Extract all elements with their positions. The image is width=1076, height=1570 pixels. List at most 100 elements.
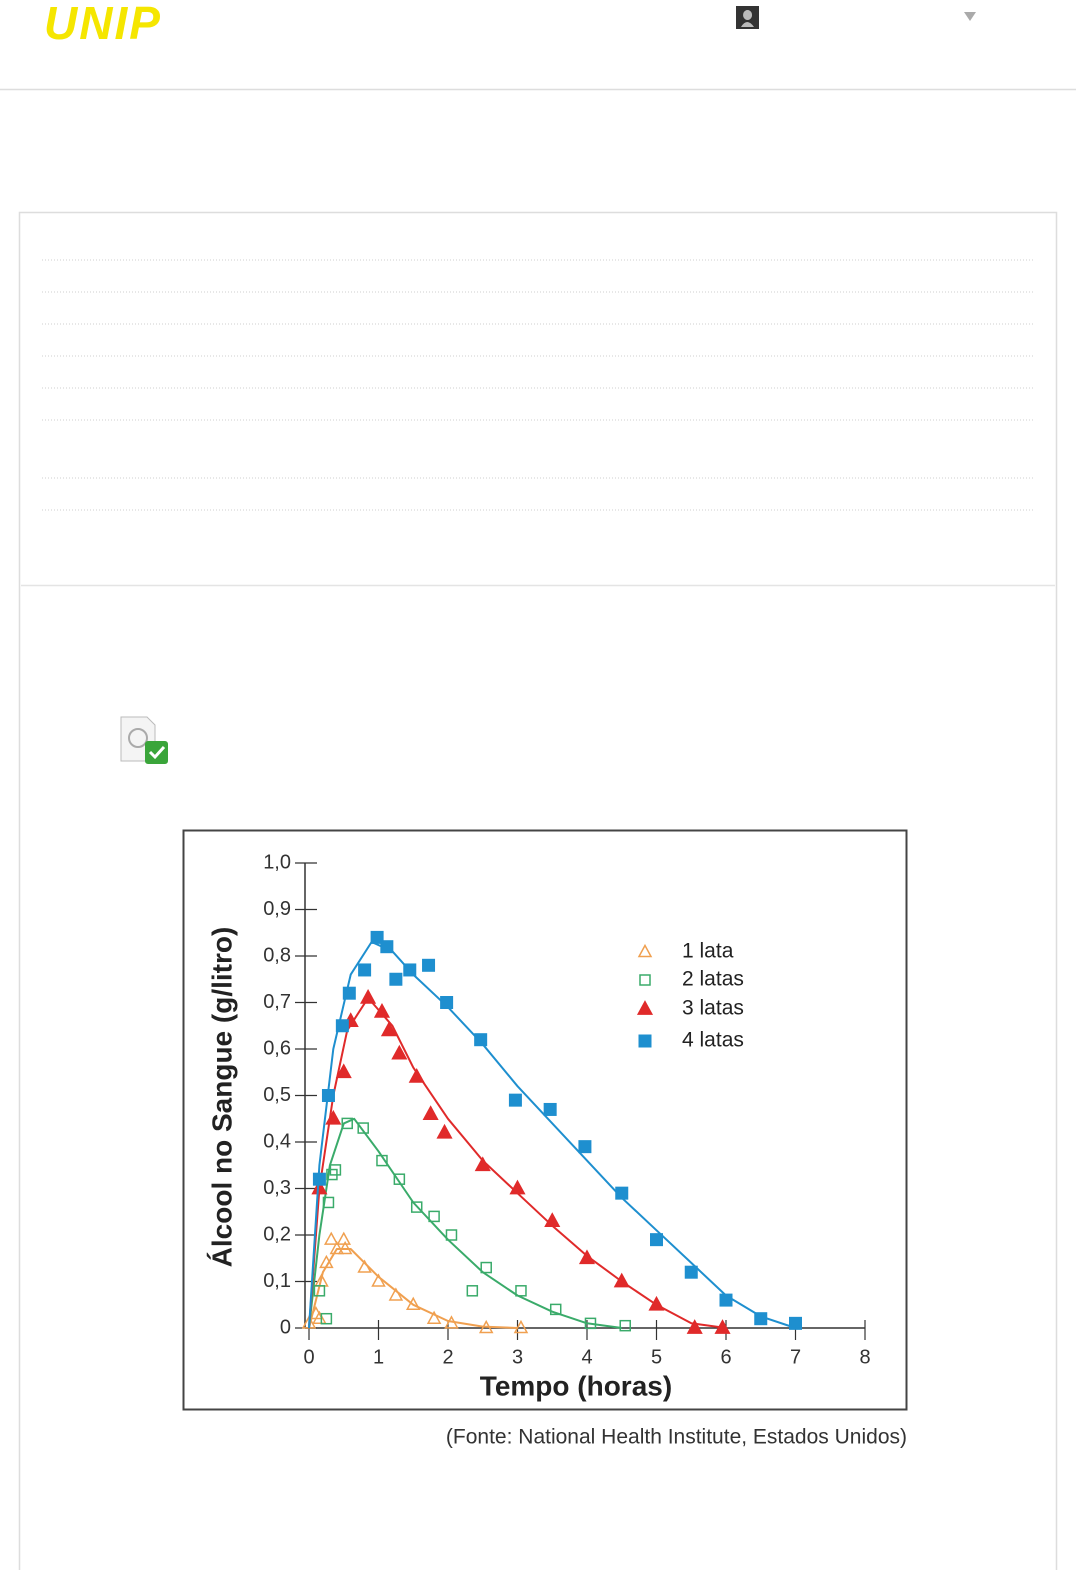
data-point: [578, 1249, 596, 1265]
data-point: [474, 1033, 488, 1047]
data-point: [440, 996, 454, 1009]
data-point: [615, 1186, 629, 1200]
data-point: [650, 1233, 663, 1247]
y-tick-label: 0,8: [263, 944, 291, 966]
data-point: [341, 1117, 353, 1130]
data-point: [320, 1312, 333, 1325]
data-point: [312, 1310, 327, 1324]
data-point: [714, 1319, 731, 1334]
text-placeholder-lines: [42, 259, 1033, 511]
answer-icon: [120, 716, 168, 764]
avatar-icon: [741, 10, 754, 27]
data-point: [578, 1140, 592, 1154]
data-point: [444, 1315, 459, 1329]
data-point: [329, 1164, 342, 1176]
data-point: [422, 958, 436, 972]
data-point: [319, 1254, 334, 1269]
data-point: [478, 1319, 494, 1334]
data-point: [648, 1295, 665, 1311]
data-point: [719, 1293, 733, 1307]
data-point: [357, 1122, 369, 1134]
x-tick-label: 7: [790, 1346, 801, 1368]
data-point: [584, 1317, 597, 1330]
legend-label: 1 lata: [682, 940, 734, 963]
data-point: [380, 1021, 397, 1037]
data-point: [410, 1201, 423, 1213]
data-point: [445, 1229, 458, 1241]
dropdown-arrow[interactable]: [964, 12, 976, 21]
data-point: [422, 1105, 439, 1120]
data-point: [684, 1265, 698, 1279]
y-axis-title: Álcool no Sangue (g/litro): [206, 927, 237, 1268]
x-tick-label: 1: [373, 1346, 384, 1368]
logo[interactable]: UNIP: [44, 0, 162, 49]
x-tick-label: 5: [651, 1346, 662, 1368]
data-point: [428, 1210, 440, 1223]
legend-label: 2 latas: [682, 968, 744, 991]
legend-label: 4 latas: [682, 1029, 744, 1052]
x-axis-title: Tempo (horas): [480, 1370, 672, 1401]
data-point: [403, 963, 417, 977]
y-tick-label: 0,2: [263, 1223, 291, 1245]
data-point: [358, 963, 372, 977]
data-point: [342, 986, 356, 1000]
chart-frame: [182, 829, 908, 1411]
legend-marker: [637, 943, 653, 958]
data-point: [619, 1319, 631, 1332]
fit-curve: [308, 996, 727, 1329]
data-point: [509, 1179, 526, 1195]
x-tick-label: 0: [303, 1346, 314, 1368]
data-point: [329, 1240, 345, 1255]
y-tick-label: 0,7: [263, 991, 291, 1013]
chart-source: (Fonte: National Health Institute, Estad…: [446, 1426, 907, 1449]
data-point: [357, 1259, 372, 1273]
data-point: [613, 1272, 630, 1288]
y-tick-label: 0,4: [263, 1130, 291, 1152]
data-point: [426, 1310, 442, 1324]
x-tick-label: 4: [581, 1346, 592, 1368]
data-point: [466, 1285, 479, 1297]
data-point: [337, 1240, 353, 1255]
x-tick-label: 8: [859, 1346, 870, 1368]
fit-curve: [308, 1248, 518, 1329]
data-point: [544, 1212, 561, 1227]
data-point: [393, 1173, 406, 1185]
data-point: [549, 1303, 562, 1316]
y-tick-label: 0,5: [263, 1084, 291, 1106]
legend-label: 3 latas: [682, 997, 744, 1020]
data-point: [313, 1285, 326, 1297]
data-point: [405, 1296, 421, 1310]
data-point: [480, 1261, 492, 1274]
data-point: [335, 1063, 352, 1079]
data-point: [391, 1044, 408, 1060]
data-point: [789, 1316, 802, 1330]
data-point: [408, 1068, 425, 1083]
data-point: [754, 1312, 768, 1326]
legend-marker: [638, 1034, 652, 1048]
y-tick-label: 1,0: [263, 851, 291, 873]
data-point: [508, 1093, 522, 1107]
data-point: [389, 972, 403, 986]
legend-marker: [639, 974, 651, 986]
data-point: [515, 1285, 527, 1297]
data-point: [543, 1102, 557, 1116]
data-point: [371, 1273, 386, 1287]
data-point: [323, 1231, 339, 1245]
data-point: [373, 1002, 391, 1018]
legend-marker: [636, 1000, 654, 1015]
y-tick-label: 0,6: [263, 1037, 291, 1059]
y-tick-label: 0,3: [263, 1177, 291, 1199]
data-point: [686, 1319, 703, 1334]
data-point: [325, 1109, 342, 1125]
data-point: [322, 1196, 335, 1209]
x-tick-label: 3: [512, 1346, 523, 1368]
data-point: [513, 1319, 529, 1334]
y-tick-label: 0,9: [263, 898, 291, 920]
data-point: [321, 1089, 335, 1102]
y-tick-label: 0,1: [263, 1270, 291, 1292]
x-tick-label: 6: [720, 1346, 731, 1368]
data-point: [436, 1123, 453, 1139]
data-point: [388, 1287, 404, 1301]
